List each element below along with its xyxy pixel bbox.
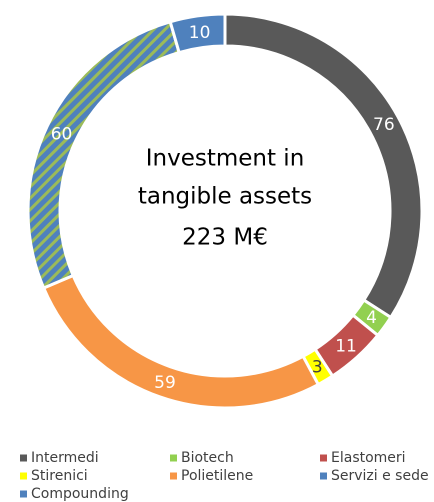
data-label: 60 <box>51 124 73 144</box>
legend-label: Polietilene <box>181 468 253 484</box>
legend-swatch <box>320 472 327 480</box>
legend-swatch <box>20 490 27 498</box>
legend-label: Stirenici <box>31 468 88 484</box>
legend-swatch <box>20 454 27 462</box>
legend-label: Compounding <box>31 486 129 502</box>
data-label: 4 <box>366 308 377 328</box>
legend-swatch <box>320 454 327 462</box>
center-title: 223 M€ <box>182 225 268 251</box>
data-label: 76 <box>373 115 395 135</box>
slice <box>168 12 227 55</box>
legend-label: Servizi e sede <box>331 468 429 484</box>
legend-swatch <box>170 472 177 480</box>
data-label: 11 <box>335 337 357 357</box>
legend-swatch <box>170 454 177 462</box>
data-label: 3 <box>312 358 323 378</box>
data-label: 10 <box>189 23 211 43</box>
legend-label: Intermedi <box>31 450 99 466</box>
legend-label: Elastomeri <box>331 450 406 466</box>
legend-swatch <box>20 472 27 480</box>
center-title: Investment in <box>146 146 305 172</box>
center-title: tangible assets <box>138 184 312 210</box>
legend-label: Biotech <box>181 450 234 466</box>
slice <box>41 273 321 410</box>
data-label: 59 <box>154 373 176 393</box>
